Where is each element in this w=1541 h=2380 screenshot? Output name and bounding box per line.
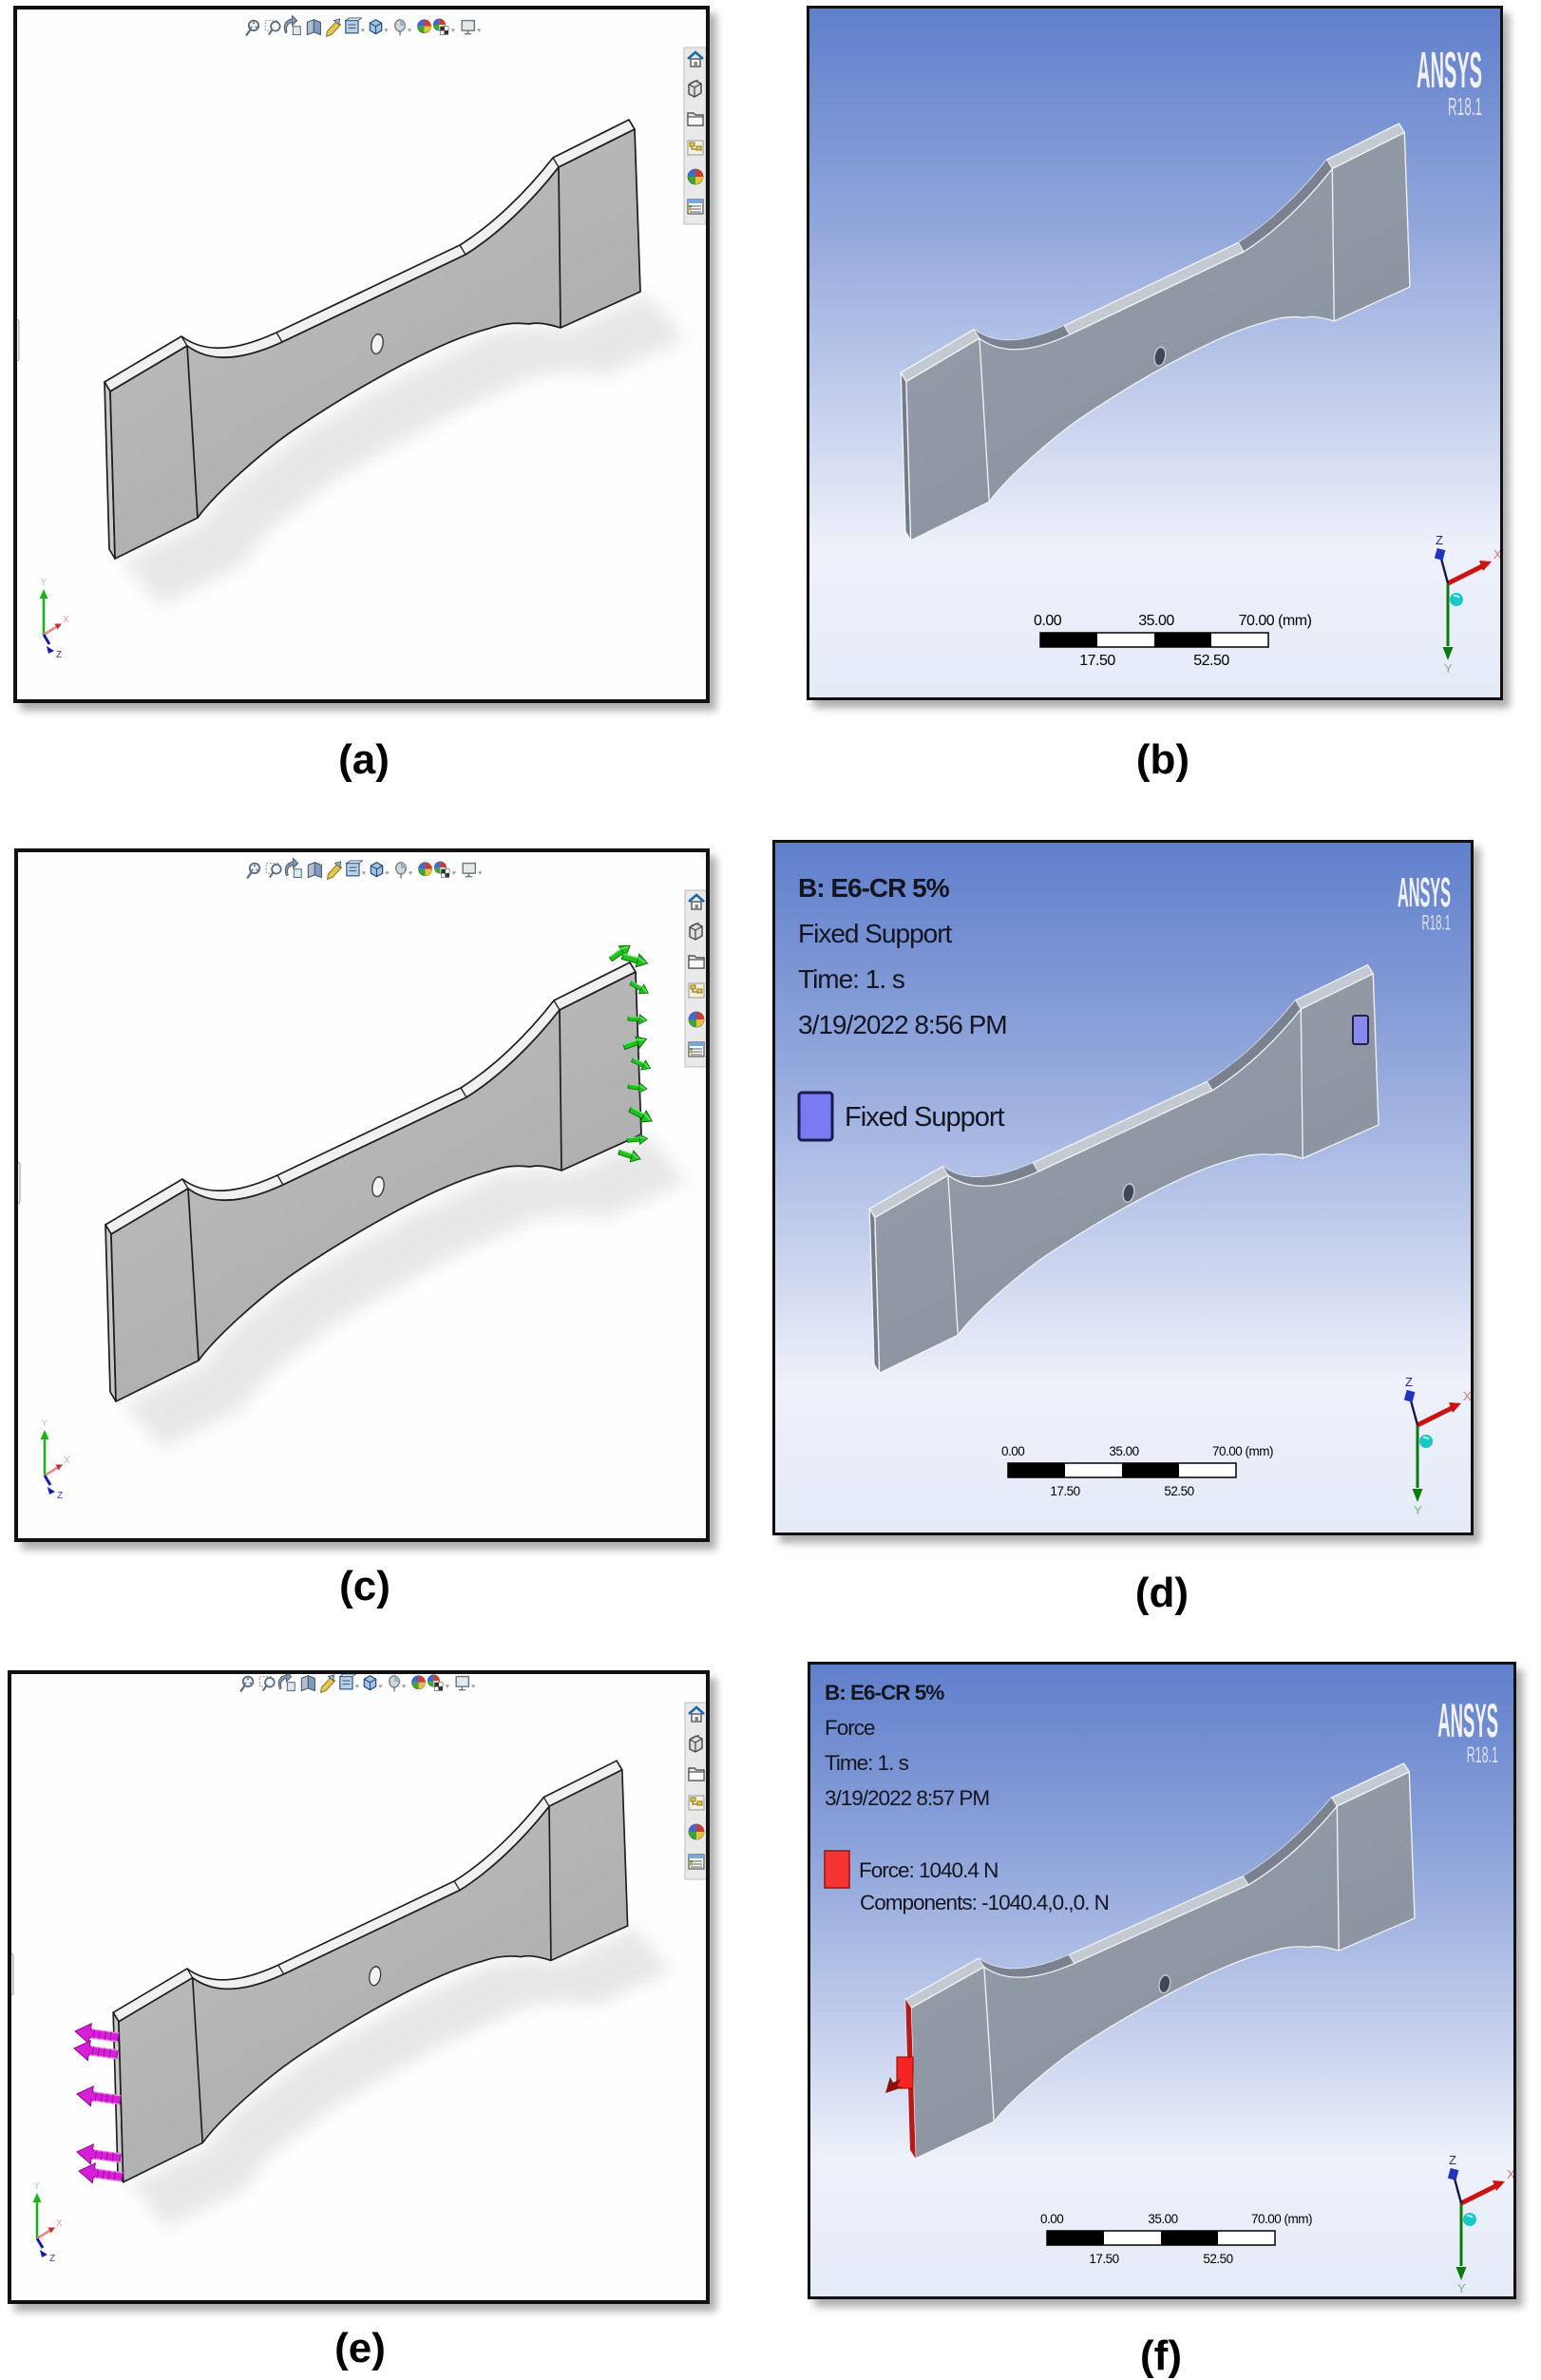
svg-text:3/19/2022 8:57 PM: 3/19/2022 8:57 PM: [825, 1786, 989, 1810]
svg-text:Time: 1. s: Time: 1. s: [798, 964, 904, 994]
svg-text:R18.1: R18.1: [1448, 94, 1482, 122]
svg-text:Fixed Support: Fixed Support: [798, 919, 953, 948]
svg-text:ANSYS: ANSYS: [1437, 1694, 1498, 1747]
svg-text:B: E6-CR 5%: B: E6-CR 5%: [798, 873, 950, 903]
svg-text:Fixed Support: Fixed Support: [845, 1102, 1004, 1133]
svg-text:ANSYS: ANSYS: [1398, 870, 1451, 917]
svg-text:Force: Force: [825, 1716, 875, 1740]
svg-text:Force: 1040.4 N: Force: 1040.4 N: [859, 1858, 998, 1882]
svg-text:R18.1: R18.1: [1467, 1743, 1498, 1768]
svg-text:3/19/2022 8:56 PM: 3/19/2022 8:56 PM: [798, 1010, 1007, 1039]
svg-text:Components: -1040.4,0.,0. N: Components: -1040.4,0.,0. N: [860, 1891, 1109, 1914]
svg-text:Time: 1. s: Time: 1. s: [825, 1751, 909, 1775]
svg-text:R18.1: R18.1: [1421, 911, 1451, 935]
svg-text:ANSYS: ANSYS: [1417, 41, 1482, 99]
svg-text:B: E6-CR 5%: B: E6-CR 5%: [825, 1681, 944, 1704]
